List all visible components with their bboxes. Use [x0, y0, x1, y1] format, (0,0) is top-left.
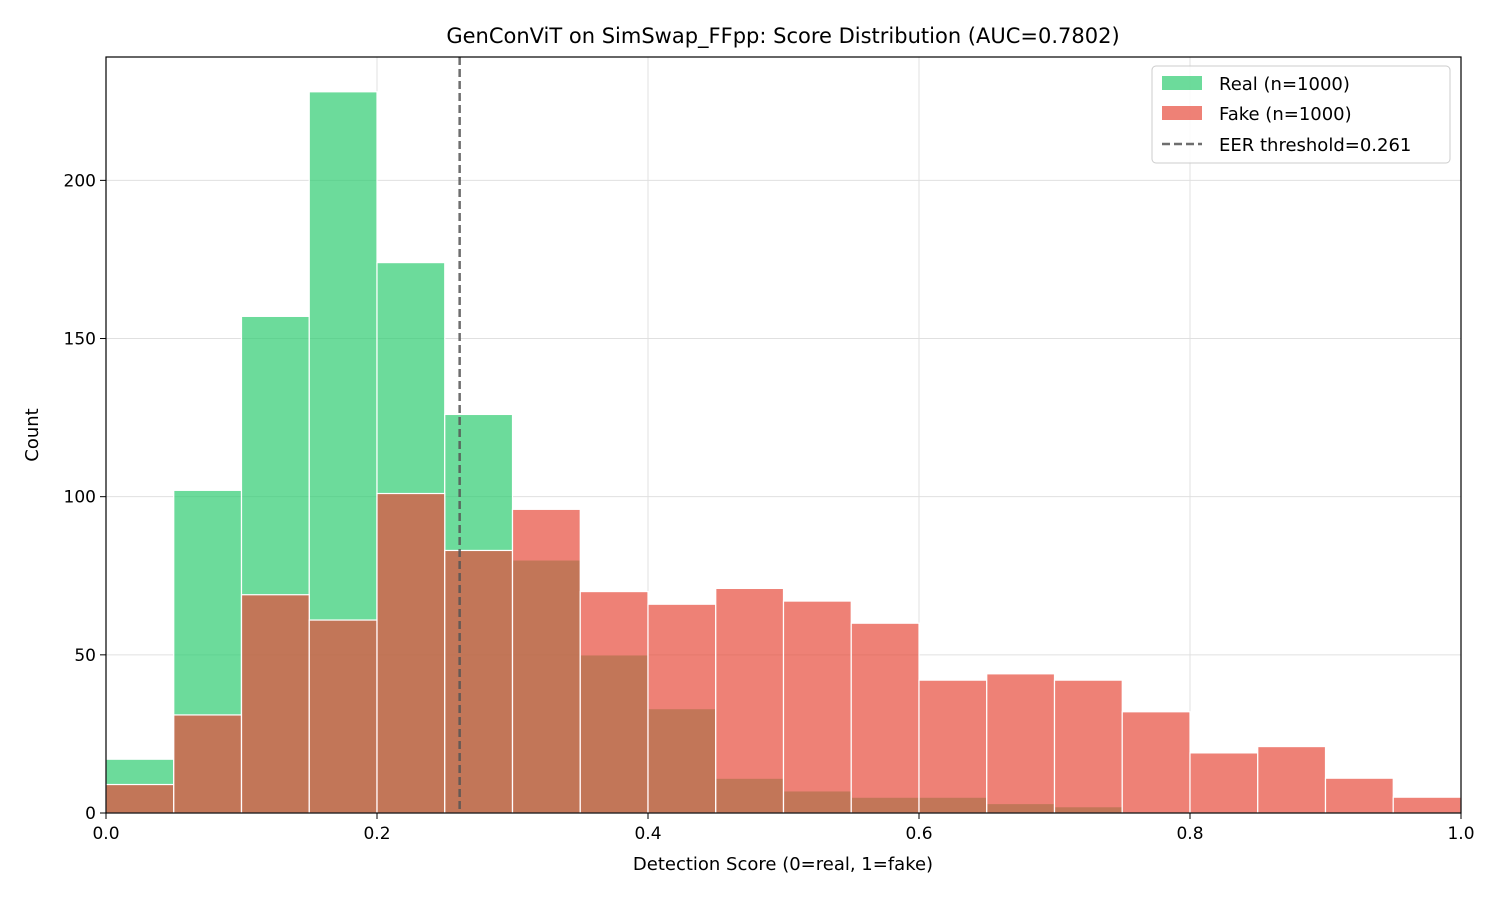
y-axis-label: Count [22, 408, 43, 461]
legend-swatch-real [1162, 76, 1202, 90]
x-axis-label: Detection Score (0=real, 1=fake) [633, 854, 933, 875]
fake-bar [1121, 711, 1191, 814]
legend-box [1151, 65, 1451, 164]
fake-bar [173, 714, 243, 814]
fake-bar [986, 673, 1056, 814]
fake-bar [715, 587, 785, 814]
fake-bar [1257, 745, 1327, 814]
plot-frame [105, 56, 1462, 814]
y-tick-label: 50 [74, 646, 96, 666]
fake-bar [511, 508, 581, 814]
fake-bar [1324, 777, 1394, 814]
fake-bar [1189, 752, 1259, 814]
fake-bar [579, 590, 649, 814]
y-tick-label: 150 [64, 330, 96, 350]
y-tick-label: 100 [64, 488, 96, 508]
legend-label-real: Real (n=1000) [1219, 74, 1350, 95]
fake-bar [647, 603, 717, 814]
fake-bar [1392, 796, 1462, 814]
fake-bar [918, 679, 988, 814]
legend-swatch-fake [1162, 106, 1202, 120]
fake-bar [240, 594, 310, 814]
x-tick-label: 1.0 [1447, 824, 1474, 844]
fake-bar [105, 783, 175, 814]
y-tick-label: 200 [64, 171, 96, 191]
x-tick-label: 0.8 [1176, 824, 1203, 844]
fake-bar [308, 619, 378, 814]
fake-bar [1053, 679, 1123, 814]
fake-bar [444, 549, 514, 814]
y-tick-label: 0 [85, 804, 96, 824]
fake-bar [376, 492, 446, 814]
x-tick-label: 0.0 [92, 824, 119, 844]
x-tick-label: 0.2 [363, 824, 390, 844]
legend-label-fake: Fake (n=1000) [1219, 104, 1352, 125]
x-tick-label: 0.6 [905, 824, 932, 844]
legend: Real (n=1000) Fake (n=1000) EER threshol… [1151, 65, 1451, 164]
fake-bar [782, 600, 852, 814]
ticks: 0.0 0.2 0.4 0.6 0.8 1.0 0 50 100 150 200 [64, 171, 1475, 844]
legend-label-threshold: EER threshold=0.261 [1219, 135, 1411, 156]
bars [105, 91, 1462, 814]
fake-bar [850, 622, 920, 814]
chart-title: GenConViT on SimSwap_FFpp: Score Distrib… [446, 24, 1119, 49]
x-tick-label: 0.4 [634, 824, 661, 844]
